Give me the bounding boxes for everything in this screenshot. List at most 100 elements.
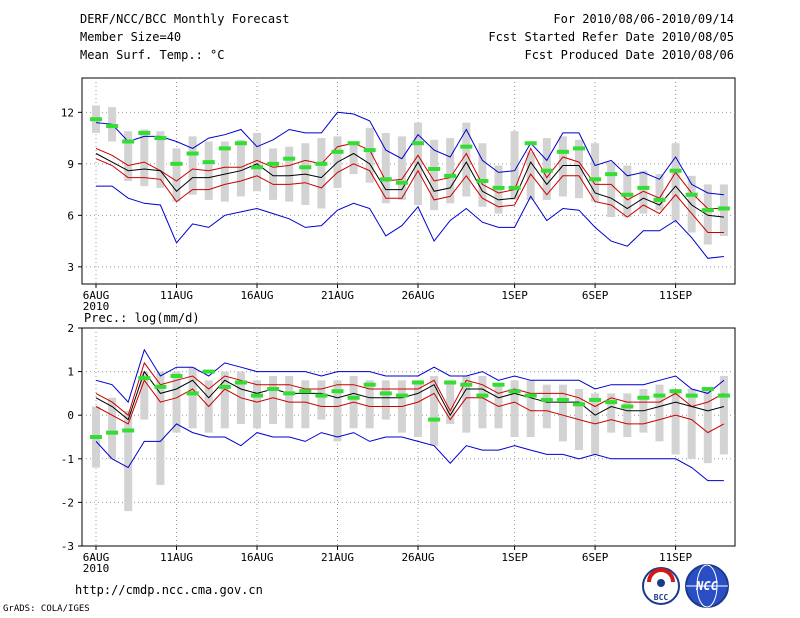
- prec-year-label: 2010: [83, 562, 110, 575]
- prec-spread-box: [301, 380, 310, 429]
- temp-observed-marker: [444, 173, 457, 178]
- temp-observed-marker: [299, 165, 312, 170]
- temp-spread-box: [430, 139, 439, 211]
- source-url[interactable]: http://cmdp.ncc.cma.gov.cn: [75, 583, 263, 597]
- temp-observed-marker: [218, 146, 231, 151]
- prec-ytick-label: 0: [67, 409, 74, 422]
- temp-observed-marker: [492, 185, 505, 190]
- prec-observed-marker: [299, 389, 312, 394]
- temp-spread-box: [591, 143, 600, 202]
- temp-spread-box: [236, 139, 245, 197]
- prec-observed-marker: [234, 380, 247, 385]
- temp-spread-box: [365, 127, 374, 183]
- temp-spread-box: [397, 136, 406, 200]
- temp-observed-marker: [90, 117, 102, 122]
- prec-observed-marker: [556, 397, 569, 402]
- ncc-logo-text: NCC: [695, 579, 718, 593]
- temp-xtick-label: 16AUG: [240, 289, 273, 302]
- prec-spread-box: [542, 384, 551, 429]
- temp-line-outer-max: [95, 111, 724, 196]
- temp-observed-marker: [524, 141, 537, 146]
- temperature-panel: 6AUG 11AUG 16AUG 21AUG 26AUG 1SEP 6SEP 11SEP 201…: [61, 77, 736, 313]
- prec-spread-box: [333, 380, 342, 442]
- prec-xtick-label: 6AUG: [83, 551, 110, 564]
- temp-observed-marker: [186, 151, 199, 156]
- prec-spread-box: [623, 393, 632, 437]
- temp-observed-marker: [508, 185, 521, 190]
- prec-spread-box: [703, 389, 712, 464]
- temp-spread-box: [607, 162, 616, 218]
- forecast-start-date: Fcst Started Refer Date 2010/08/05: [488, 30, 734, 44]
- prec-ytick-label: -2: [61, 496, 74, 509]
- prec-observed-marker: [395, 393, 408, 398]
- prec-spread-box: [124, 410, 133, 512]
- temp-observed-marker: [653, 197, 666, 202]
- temp-spread-box: [188, 136, 197, 195]
- prec-spread-box: [108, 397, 117, 459]
- prec-observed-marker: [444, 380, 457, 385]
- temp-spread-box: [269, 148, 278, 200]
- temp-xtick-label: 11SEP: [659, 289, 692, 302]
- temp-observed-marker: [573, 146, 585, 151]
- temp-spread-box: [349, 141, 358, 175]
- temp-observed-marker: [460, 144, 473, 149]
- prec-ytick-label: -1: [61, 453, 74, 466]
- prec-observed-marker: [122, 428, 135, 433]
- prec-observed-marker: [476, 393, 489, 398]
- bcc-logo: BCC: [642, 567, 680, 605]
- temp-spread-box: [253, 132, 261, 192]
- prec-ytick-label: 2: [67, 322, 74, 335]
- prec-observed-marker: [573, 402, 585, 407]
- temp-line-median: [95, 152, 724, 218]
- temp-spread-box: [462, 122, 471, 197]
- prec-observed-marker: [90, 435, 102, 439]
- prec-observed-marker: [186, 391, 199, 396]
- prec-spread-box: [220, 371, 229, 429]
- prec-observed-marker: [106, 430, 119, 435]
- temp-line-inner-max: [95, 142, 724, 209]
- prec-spread-box: [655, 384, 664, 442]
- temp-observed-marker: [251, 165, 263, 170]
- temp-spread-box: [172, 148, 181, 202]
- prec-observed-marker: [717, 393, 730, 398]
- prec-observed-marker: [202, 369, 215, 374]
- temp-observed-marker: [637, 185, 650, 190]
- member-size: Member Size=40: [80, 30, 182, 44]
- prec-observed-marker: [540, 397, 553, 402]
- forecast-produced-date: Fcst Produced Date 2010/08/06: [524, 48, 734, 62]
- temp-observed-marker: [379, 177, 392, 182]
- prec-observed-marker: [460, 382, 473, 387]
- prec-xtick-label: 26AUG: [401, 551, 434, 564]
- temp-observed-marker: [701, 208, 714, 213]
- prec-plot-frame: [81, 327, 736, 547]
- temp-spread-box: [124, 131, 133, 181]
- prec-spread-box: [687, 389, 696, 459]
- prec-spread-box: [510, 380, 519, 437]
- prec-line-inner-min: [95, 379, 725, 434]
- temp-observed-marker: [589, 177, 602, 182]
- prec-observed-marker: [653, 393, 666, 398]
- bcc-logo-arc: [647, 568, 675, 583]
- prec-observed-marker: [605, 400, 618, 405]
- variable-label: Mean Surf. Temp.: °C: [80, 48, 225, 62]
- temp-observed-marker: [556, 149, 569, 154]
- grads-credit: GrADS: COLA/IGES: [3, 604, 90, 614]
- prec-observed-marker: [283, 391, 296, 396]
- prec-observed-marker: [251, 393, 263, 398]
- prec-observed-marker: [138, 376, 151, 381]
- bcc-logo-text: BCC: [654, 593, 669, 602]
- temp-observed-marker: [347, 141, 360, 146]
- temp-spread-box: [575, 139, 583, 199]
- temp-xtick-label: 6AUG: [83, 289, 110, 302]
- temp-observed-marker: [717, 206, 730, 211]
- prec-spread-box: [365, 380, 374, 429]
- prec-spread-box: [253, 380, 261, 429]
- temp-observed-marker: [234, 141, 247, 146]
- temp-spread-box: [156, 131, 165, 188]
- bcc-logo-dot: [657, 579, 665, 587]
- prec-observed-marker: [637, 395, 650, 400]
- prec-line-inner-max: [95, 361, 725, 417]
- prec-spread-box: [719, 375, 728, 455]
- prec-observed-marker: [331, 389, 344, 394]
